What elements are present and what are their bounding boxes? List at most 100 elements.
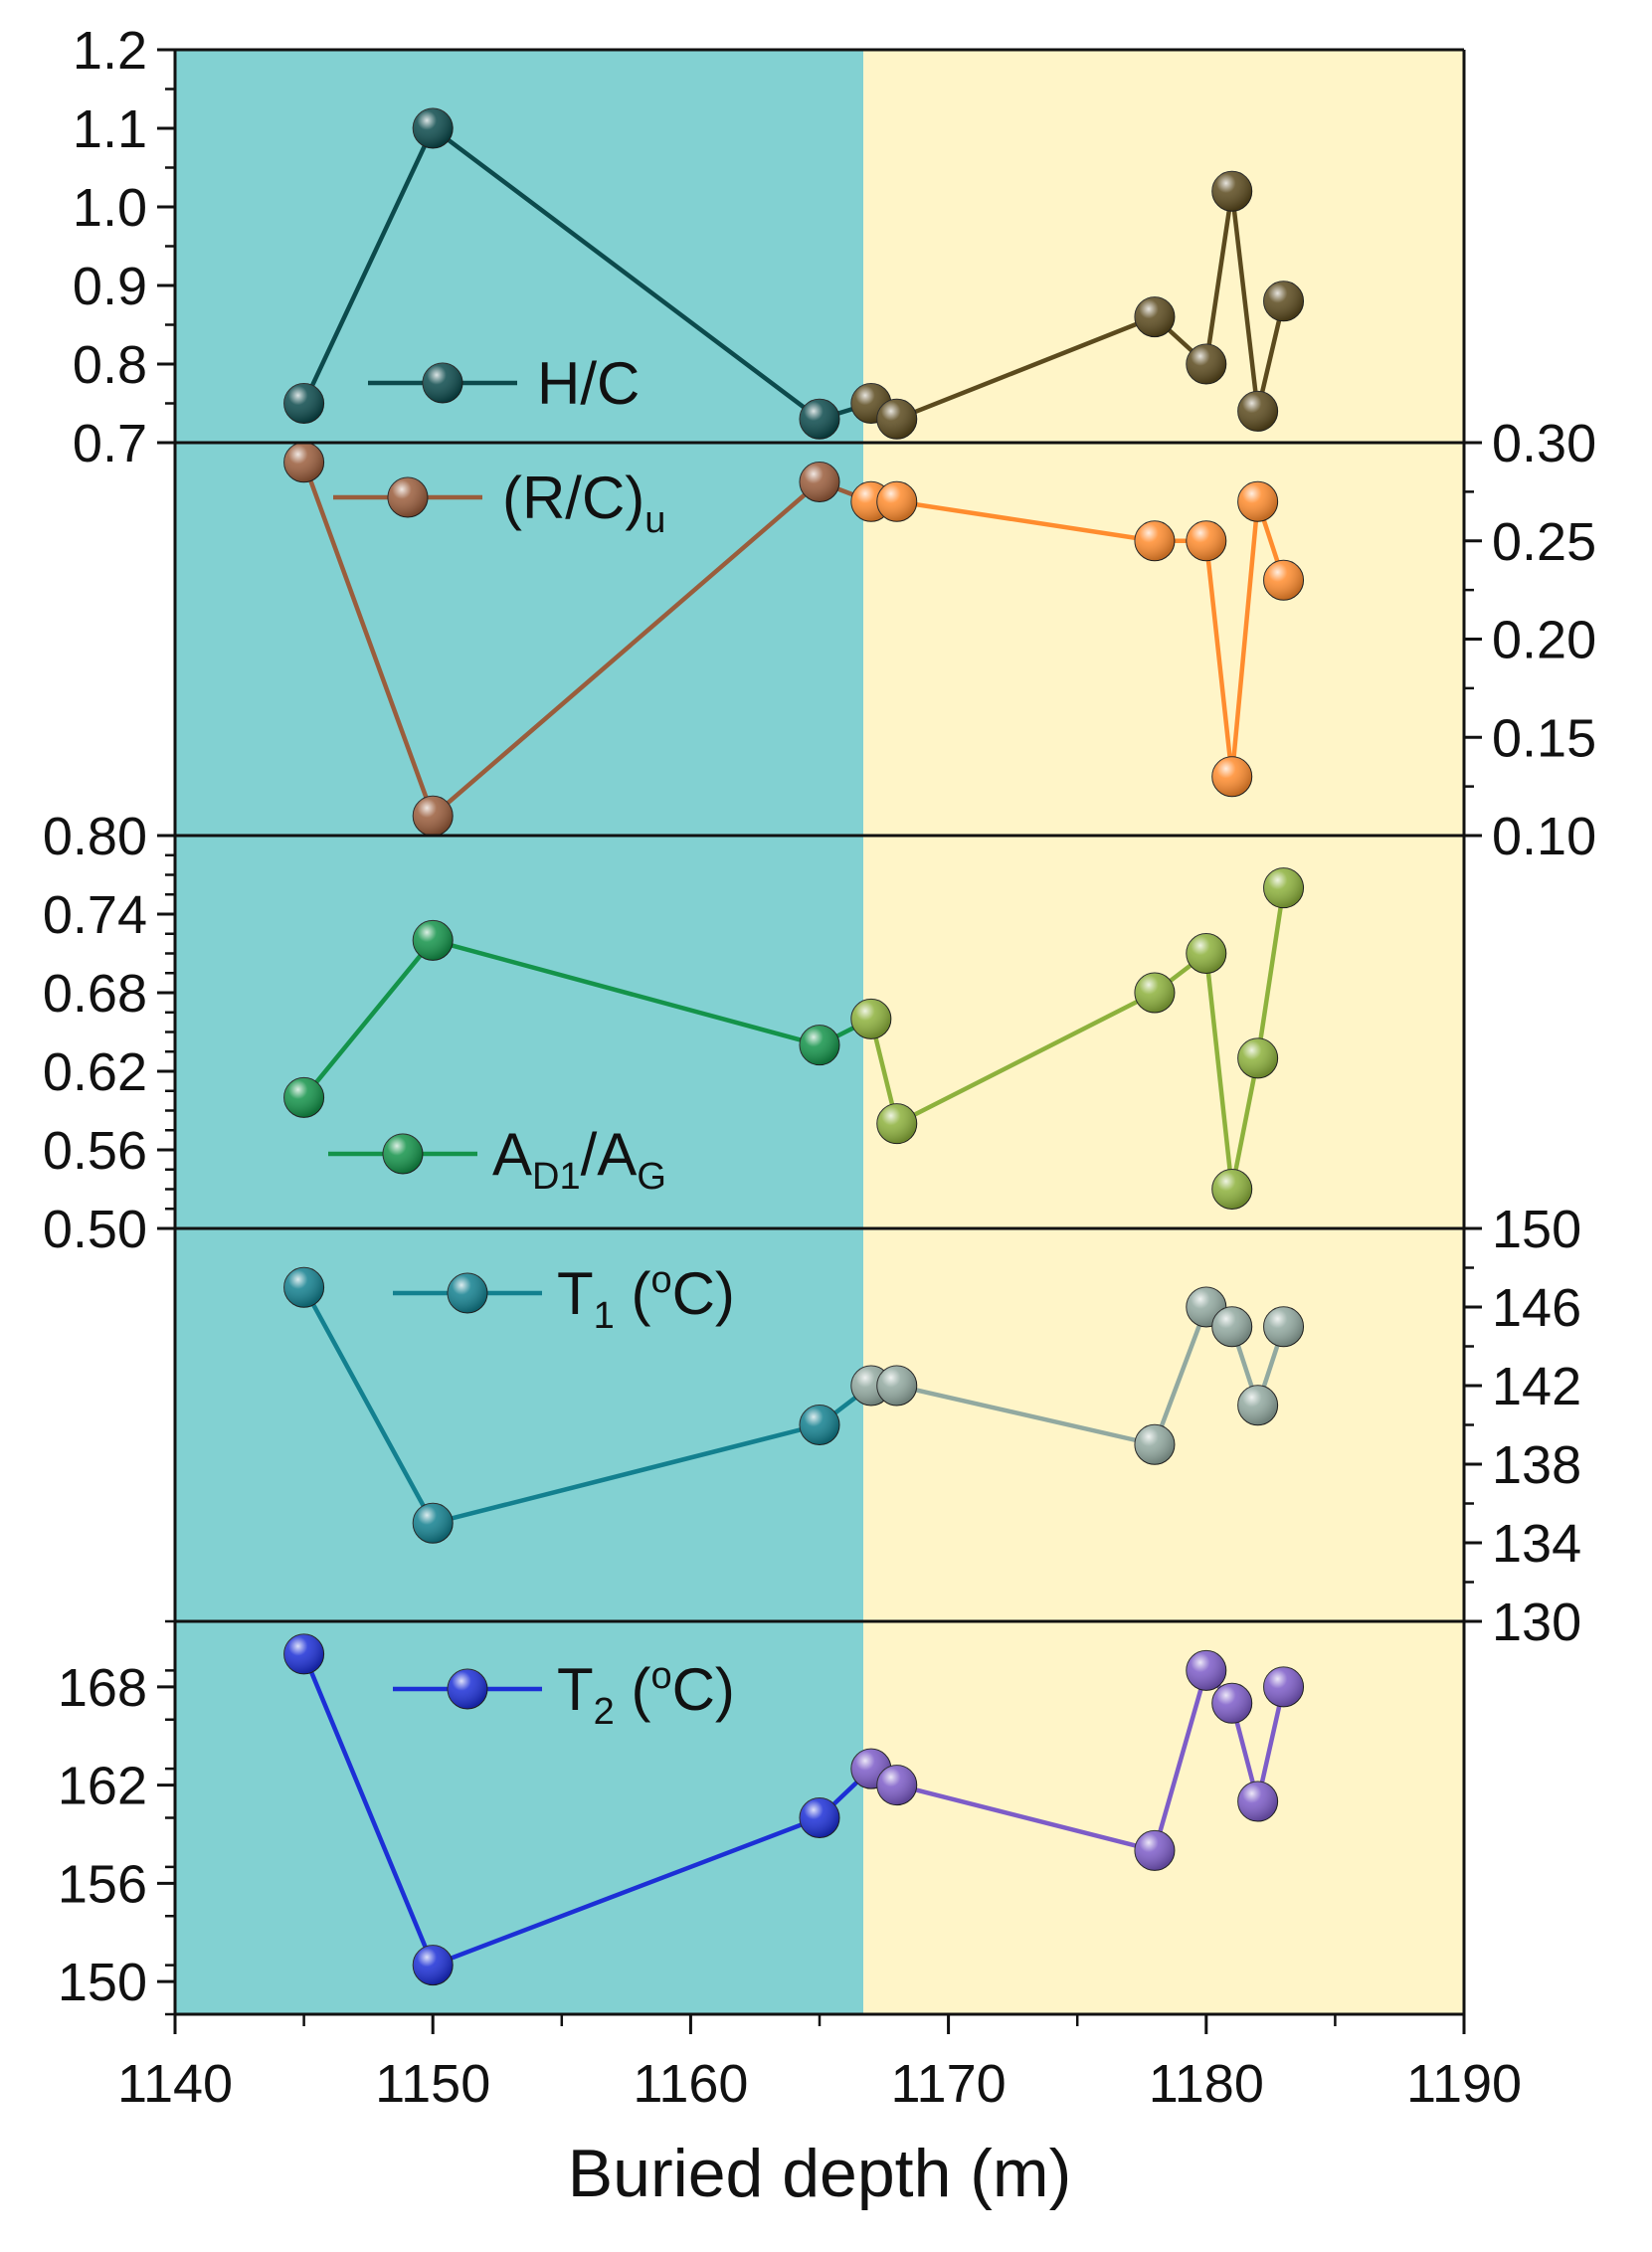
hc-point-shine [1211,171,1252,212]
rc-point-shine [876,481,917,522]
hc-y-tick-label: 1.0 [73,178,147,238]
t1-line-segment [301,1285,436,1526]
t2-legend-label: T2 (oC) [557,1655,735,1733]
rc-y-tick-label: 0.30 [1492,414,1596,473]
t2-point-shine [876,1765,917,1805]
ad-legend-label: AD1/AG [492,1121,666,1198]
ad-point-shine [1186,933,1226,974]
x-tick-label: 1190 [1406,2054,1522,2114]
t1-point-shine [876,1366,917,1406]
hc-line-segment [1229,188,1260,414]
ad-point-shine [283,1077,324,1118]
t1-y-tick-label: 150 [1492,1200,1581,1259]
rc-line-segment [1203,538,1234,779]
t1-point-shine [1211,1306,1252,1347]
rc-point-shine [800,462,839,502]
hc-legend-marker-shine [423,363,462,403]
hc-point-shine [876,399,917,440]
hc-point-shine [1186,344,1226,384]
rc-point-shine [283,442,324,482]
hc-line-segment [1203,188,1234,367]
rc-point-shine [1237,481,1278,522]
t1-y-tick-label: 130 [1492,1593,1581,1652]
panel-hc: 0.7 0.8 0.9 1.0 1.1 1.2 [73,21,1464,473]
t1-legend-main: T [557,1260,594,1327]
t2-line-segment [301,1651,436,1968]
ad-line-segment [1203,951,1234,1192]
ad-point-shine [800,1025,839,1065]
ad-y-tick-label: 0.80 [43,807,147,866]
rc-y-tick-label: 0.20 [1492,611,1596,670]
ad-point-shine [1263,867,1304,908]
ad-legend-marker-shine [383,1134,423,1174]
t2-y-tick-label: 150 [58,1953,147,2012]
t1-point-shine [413,1503,454,1544]
hc-point-shine [1263,281,1304,321]
background-region-right [863,50,1464,2014]
hc-point-shine [800,399,839,440]
t1-line-segment [1152,1304,1209,1447]
rc-point-shine [1211,756,1252,797]
t1-line-segment [894,1383,1158,1447]
ad-point-shine [876,1103,917,1144]
ad-point-shine [1134,973,1175,1013]
rc-legend: (R/C)u [333,465,665,541]
rc-point-shine [1134,520,1175,561]
t2-point-shine [1134,1830,1175,1871]
t1-legend-suffix: ( [615,1260,651,1327]
t1-legend-suffix2: C) [672,1260,735,1327]
t2-point-shine [283,1633,324,1674]
background-region-left [175,50,864,2014]
t1-y-tick-label: 134 [1492,1514,1581,1574]
t2-y-tick-label: 156 [58,1854,147,1914]
rc-point-shine [413,796,454,837]
rc-point-shine [1263,560,1304,601]
rc-legend-label: (R/C)u [502,465,665,541]
x-tick-label: 1180 [1149,2054,1264,2114]
x-tick-label: 1140 [117,2054,233,2114]
ad-point-shine [850,999,891,1039]
rc-line-segment [894,499,1158,543]
ad-line-segment [301,938,436,1100]
t1-y-tick-label: 138 [1492,1435,1581,1495]
hc-point-shine [283,383,324,424]
t2-line-segment [430,1815,823,1968]
rc-legend-main: (R/C) [502,465,644,531]
hc-point-shine [413,108,454,148]
hc-y-tick-label: 0.7 [73,414,147,473]
hc-legend-label: H/C [537,350,640,417]
t2-legend: T2 (oC) [393,1655,735,1733]
t1-point-shine [800,1405,839,1445]
x-tick-label: 1150 [375,2054,490,2114]
t1-point-shine [1134,1424,1175,1465]
t2-legend-suffix: ( [615,1656,651,1723]
t2-point-shine [800,1797,839,1838]
panel-rc: 0.10 0.15 0.20 0.25 0.30 [175,414,1596,866]
rc-line-segment [1229,499,1260,779]
t2-legend-main: T [557,1656,594,1723]
t1-y-tick-label: 142 [1492,1357,1581,1416]
hc-line-segment [430,125,823,422]
ad-point-shine [1211,1169,1252,1210]
t2-point-shine [1186,1650,1226,1691]
rc-y-tick-label: 0.10 [1492,807,1596,866]
x-axis-title: Buried depth (m) [568,2136,1071,2211]
ad-point-shine [413,920,454,961]
ad-y-tick-label: 0.50 [43,1200,147,1259]
ad-point-shine [1237,1037,1278,1078]
t2-point-shine [1237,1782,1278,1822]
t2-point-shine [1263,1666,1304,1707]
hc-legend-main: H/C [537,350,640,417]
ad-line-segment [1255,885,1286,1061]
ad-legend-sub: D1 [532,1156,581,1198]
hc-point-shine [1134,296,1175,337]
rc-line-segment [430,479,823,819]
t1-legend-sub: 1 [594,1295,615,1337]
hc-legend: H/C [368,350,640,417]
t1-point-shine [1237,1385,1278,1425]
ad-legend-suffix: /A [581,1121,638,1188]
ad-y-tick-label: 0.56 [43,1121,147,1181]
x-tick-label: 1170 [891,2054,1007,2114]
t2-point-shine [1211,1683,1252,1724]
